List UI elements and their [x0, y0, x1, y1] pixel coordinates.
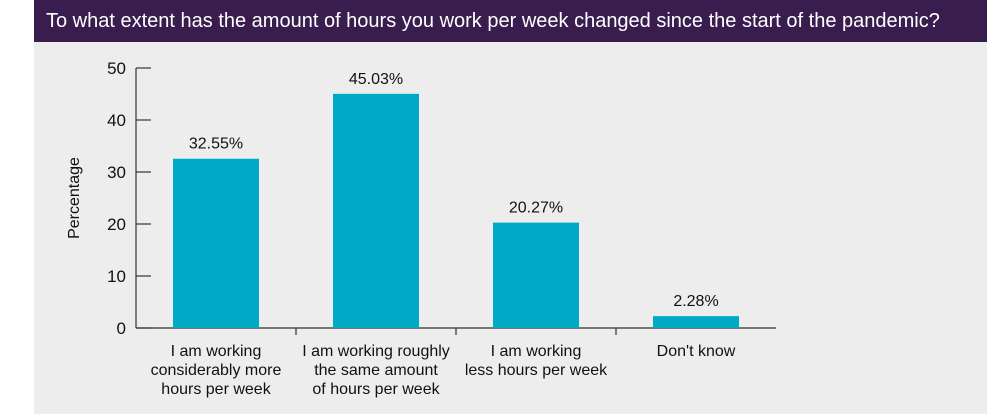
x-category-label: I am working: [491, 343, 582, 360]
bar-chart: 0 10 20 30 40 50 Percentage 32.55% I am working c…: [66, 59, 776, 398]
chart-title: To what extent has the amount of hours y…: [34, 0, 987, 42]
x-category-label: I am working roughly: [302, 343, 450, 360]
y-tick-label: 50: [107, 59, 126, 78]
x-category-label: of hours per week: [312, 381, 440, 398]
y-axis-label: Percentage: [66, 157, 83, 239]
y-tick-label: 20: [107, 215, 126, 234]
bar: [653, 316, 739, 328]
y-tick-label: 30: [107, 163, 126, 182]
y-tick-label: 0: [117, 319, 126, 338]
chart-panel: 0 10 20 30 40 50 Percentage 32.55% I am working c…: [34, 42, 987, 414]
bar: [493, 222, 579, 328]
data-label: 2.28%: [673, 293, 718, 310]
bar: [173, 158, 259, 328]
y-tick-label: 10: [107, 267, 126, 286]
x-category-label: hours per week: [161, 381, 271, 398]
x-category-label: I am working: [171, 343, 262, 360]
data-label: 20.27%: [509, 200, 563, 217]
x-category-label: Don't know: [657, 343, 736, 360]
x-category-label: less hours per week: [465, 362, 608, 379]
data-label: 45.03%: [349, 71, 403, 88]
bar: [333, 93, 419, 329]
x-category-label: the same amount: [314, 362, 438, 379]
x-category-label: considerably more: [151, 362, 282, 379]
y-tick-label: 40: [107, 111, 126, 130]
data-label: 32.55%: [189, 136, 243, 153]
